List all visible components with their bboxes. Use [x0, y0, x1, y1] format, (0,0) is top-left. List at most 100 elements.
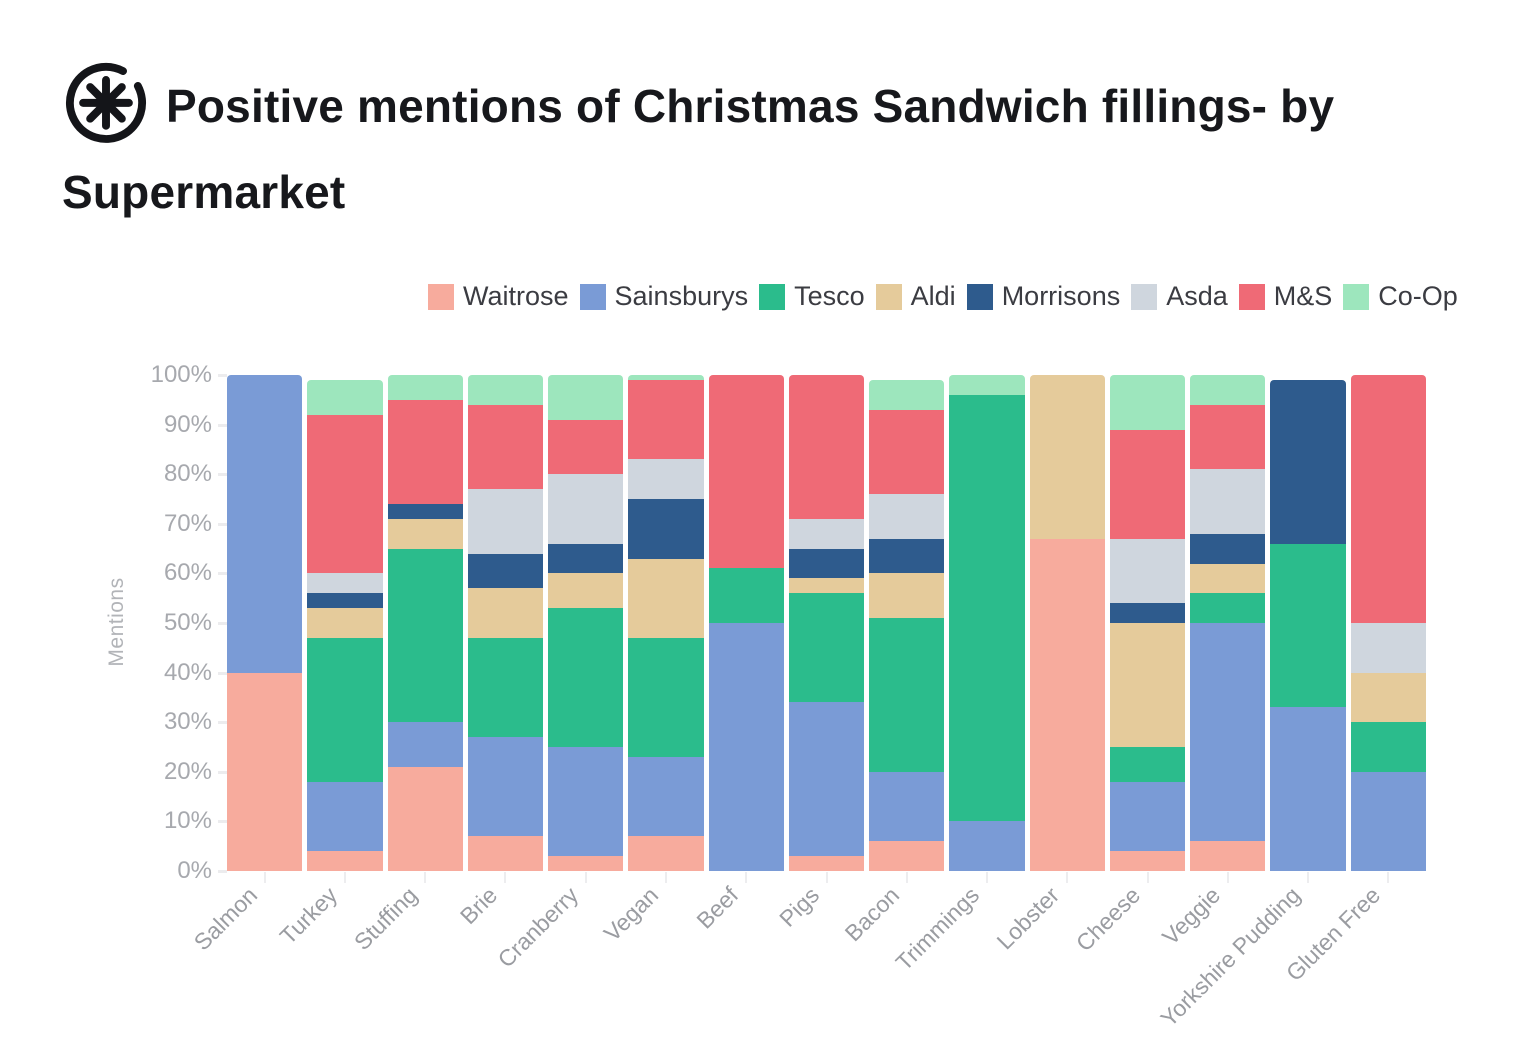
x-tick-mark	[745, 872, 748, 883]
bar-segment-yorkshire-pudding-sainsburys	[1270, 707, 1346, 871]
bar-segment-veggie-morrisons	[1190, 533, 1266, 564]
bar-segment-gluten-free-tesco	[1350, 722, 1426, 772]
legend-item-aldi[interactable]: Aldi	[875, 281, 956, 312]
bar-segment-bacon-m-s	[869, 409, 945, 495]
legend-item-waitrose[interactable]: Waitrose	[428, 281, 569, 312]
bar-bacon	[869, 375, 945, 871]
bar-segment-pigs-aldi	[788, 578, 865, 594]
bar-segment-brie-aldi	[467, 588, 544, 638]
bar-segment-pigs-m-s	[788, 375, 865, 519]
bar-segment-vegan-morrisons	[628, 499, 704, 559]
legend-label: Tesco	[794, 281, 865, 311]
bar-segment-veggie-aldi	[1190, 563, 1266, 594]
bar-segment-cranberry-asda	[548, 474, 624, 544]
x-tick-mark	[504, 872, 507, 883]
legend-label: M&S	[1273, 281, 1333, 311]
y-tick-mark	[218, 473, 227, 477]
bar-segment-stuffing-aldi	[387, 518, 463, 549]
bar-segment-vegan-aldi	[628, 558, 704, 638]
x-tick-label-salmon: Salmon	[188, 881, 262, 956]
title-line-1: Positive mentions of Christmas Sandwich …	[166, 80, 1335, 132]
bar-segment-brie-morrisons	[467, 553, 544, 589]
bar-segment-brie-tesco	[467, 637, 544, 738]
legend-item-sainsburys[interactable]: Sainsburys	[579, 281, 749, 312]
bar-segment-brie-co-op	[467, 375, 544, 405]
chart-title: Positive mentions of Christmas Sandwich …	[62, 56, 1442, 235]
bar-segment-cranberry-morrisons	[548, 543, 624, 574]
bar-segment-vegan-sainsburys	[628, 756, 704, 837]
y-tick-label-80: 80%	[163, 460, 212, 488]
bar-segment-bacon-morrisons	[869, 538, 945, 574]
bar-yorkshire-pudding	[1270, 375, 1346, 871]
x-tick-mark	[825, 872, 828, 883]
legend-item-co-op[interactable]: Co-Op	[1343, 281, 1458, 312]
bars-container	[227, 375, 1426, 871]
bar-vegan	[628, 375, 704, 871]
bar-segment-beef-sainsburys	[708, 623, 784, 871]
legend-item-asda[interactable]: Asda	[1131, 281, 1228, 312]
bar-segment-turkey-m-s	[307, 414, 383, 574]
legend-label: Sainsburys	[614, 281, 749, 311]
y-tick-label-10: 10%	[163, 807, 212, 835]
bar-segment-pigs-tesco	[788, 593, 865, 703]
bar-segment-yorkshire-pudding-morrisons	[1270, 379, 1346, 544]
legend-label: Morrisons	[1001, 281, 1121, 311]
bar-beef	[708, 375, 784, 871]
bar-stuffing	[387, 375, 463, 871]
legend-item-tesco[interactable]: Tesco	[759, 281, 865, 312]
bar-segment-cheese-aldi	[1109, 623, 1186, 748]
bar-lobster	[1029, 375, 1105, 871]
legend-swatch-tesco	[759, 283, 786, 310]
bar-segment-turkey-sainsburys	[307, 781, 383, 852]
bar-segment-pigs-sainsburys	[788, 702, 865, 857]
bar-gluten-free	[1350, 375, 1426, 871]
chart-legend: Waitrose Sainsburys Tesco Aldi Morrisons Asda…	[428, 281, 1469, 312]
legend-item-m-s[interactable]: M&S	[1238, 281, 1333, 312]
bar-segment-bacon-co-op	[869, 380, 945, 410]
title-line-2: Supermarket	[62, 166, 346, 218]
bar-segment-beef-m-s	[708, 375, 784, 569]
bar-segment-stuffing-sainsburys	[387, 722, 463, 767]
y-tick-mark	[218, 622, 227, 625]
y-tick-label-90: 90%	[163, 410, 212, 438]
legend-label: Asda	[1166, 281, 1228, 311]
legend-item-morrisons[interactable]: Morrisons	[966, 281, 1121, 312]
bar-segment-cranberry-co-op	[548, 375, 624, 420]
bar-cranberry	[548, 375, 624, 871]
bar-segment-turkey-tesco	[307, 637, 383, 782]
y-tick-label-0: 0%	[177, 857, 212, 884]
bar-segment-gluten-free-asda	[1350, 623, 1426, 673]
bar-segment-gluten-free-m-s	[1350, 375, 1426, 624]
bar-pigs	[788, 375, 865, 871]
legend-label: Co-Op	[1378, 281, 1458, 311]
legend-swatch-m-s	[1238, 283, 1265, 310]
y-tick-label-70: 70%	[163, 509, 212, 537]
legend-swatch-aldi	[875, 283, 902, 310]
bar-segment-brie-asda	[467, 489, 544, 554]
bar-segment-veggie-asda	[1190, 469, 1266, 534]
y-tick-mark	[218, 721, 227, 725]
x-tick-mark	[1226, 872, 1229, 883]
bar-segment-brie-m-s	[467, 404, 544, 490]
bar-segment-turkey-morrisons	[307, 593, 383, 609]
bar-segment-bacon-aldi	[869, 573, 945, 619]
y-tick-mark	[218, 870, 227, 873]
y-tick-label-100: 100%	[150, 361, 212, 388]
x-axis: Salmon Turkey Stuffing Brie Cranberry Vegan Be…	[188, 871, 1426, 1051]
legend-swatch-co-op	[1343, 283, 1370, 310]
legend-label: Aldi	[910, 281, 956, 311]
y-tick-label-20: 20%	[163, 757, 212, 785]
x-tick-mark	[664, 872, 667, 883]
bar-segment-turkey-asda	[307, 573, 383, 594]
bar-segment-pigs-asda	[788, 518, 865, 549]
bar-segment-vegan-tesco	[628, 637, 704, 757]
x-tick-mark	[1146, 872, 1149, 883]
x-tick-mark	[1387, 872, 1390, 883]
bar-segment-cranberry-tesco	[548, 608, 624, 748]
bar-segment-cheese-asda	[1109, 538, 1186, 604]
bar-segment-trimmings-co-op	[949, 375, 1025, 395]
bar-turkey	[307, 375, 383, 871]
asterisk-circle-logo-icon	[62, 56, 150, 148]
bar-segment-yorkshire-pudding-tesco	[1270, 543, 1346, 708]
